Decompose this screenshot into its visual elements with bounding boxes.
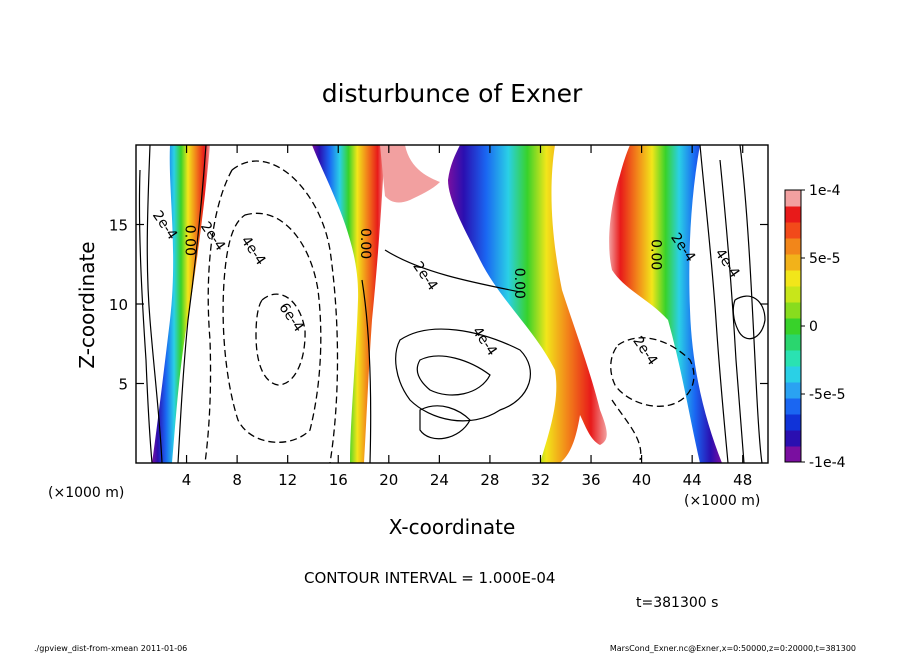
positive-contours <box>138 145 766 463</box>
colorbar-segment <box>785 286 801 303</box>
color-band-3 <box>448 145 607 463</box>
y-tick-label: 5 <box>118 376 128 394</box>
colorbar-segment <box>785 382 801 399</box>
colorbar-segment <box>785 446 801 463</box>
colorbar-segment <box>785 334 801 351</box>
contour-label: 0.00 <box>181 225 197 256</box>
chart-title: disturbunce of Exner <box>322 79 583 108</box>
negative-contours <box>204 160 695 463</box>
x-tick-label: 36 <box>581 471 600 489</box>
colorbar-segment <box>785 430 801 447</box>
contour-label: 0.00 <box>357 228 373 259</box>
colorbar-segment <box>785 190 801 207</box>
colorbar-segment <box>785 270 801 287</box>
contour-interval-text: CONTOUR INTERVAL = 1.000E-04 <box>304 569 555 587</box>
y-axis-label: Z-coordinate <box>75 241 99 368</box>
colorbar-tick-label: -5e-5 <box>809 387 846 403</box>
x-tick-label: 40 <box>632 471 651 489</box>
colorbar-segment <box>785 350 801 367</box>
y-tick-label: 10 <box>109 296 128 314</box>
footer-left-text: ./gpview_dist-from-xmean 2011-01-06 <box>34 644 187 653</box>
colorbar-segment <box>785 398 801 415</box>
colorbar-segment <box>785 414 801 431</box>
x-tick-label: 8 <box>232 471 242 489</box>
x-tick-label: 48 <box>733 471 752 489</box>
x-axis: 4 8 12 16 20 24 28 32 36 40 44 48 <box>182 145 752 489</box>
x-axis-label: X-coordinate <box>389 515 516 539</box>
colorbar-segment <box>785 302 801 319</box>
plot-area <box>136 145 768 463</box>
colorbar-segment <box>785 254 801 271</box>
colorbar-tick-label: -1e-4 <box>809 455 846 471</box>
x-tick-label: 4 <box>182 471 192 489</box>
color-band-2 <box>312 145 385 463</box>
y-tick-label: 15 <box>109 217 128 235</box>
colorbar-segment <box>785 366 801 383</box>
contour-label: 0.00 <box>511 268 527 299</box>
x-tick-label: 20 <box>379 471 398 489</box>
colorbar-segment <box>785 318 801 335</box>
y-unit-label: (×1000 m) <box>48 485 124 501</box>
colorbar-segment <box>785 222 801 239</box>
x-tick-label: 32 <box>531 471 550 489</box>
time-text: t=381300 s <box>636 595 718 611</box>
colorbar-tick-label: 1e-4 <box>809 183 841 199</box>
y-axis: 5 10 15 <box>109 217 768 394</box>
colorbar-tick-label: 0 <box>809 319 818 335</box>
color-band-1 <box>152 145 210 463</box>
x-tick-label: 24 <box>430 471 449 489</box>
x-tick-label: 28 <box>480 471 499 489</box>
contour-label: 0.00 <box>648 239 664 270</box>
colorbar: 1e-4 5e-5 0 -5e-5 -1e-4 <box>784 183 846 471</box>
color-band-2-tail <box>380 145 440 203</box>
colorbar-segment <box>785 238 801 255</box>
color-band-4 <box>609 145 722 463</box>
x-unit-label: (×1000 m) <box>684 493 760 509</box>
colorbar-tick-label: 5e-5 <box>809 251 840 267</box>
colorbar-segment <box>785 206 801 223</box>
x-tick-label: 44 <box>683 471 702 489</box>
x-tick-label: 12 <box>278 471 297 489</box>
footer-right-text: MarsCond_Exner.nc@Exner,x=0:50000,z=0:20… <box>610 644 856 653</box>
x-tick-label: 16 <box>329 471 348 489</box>
